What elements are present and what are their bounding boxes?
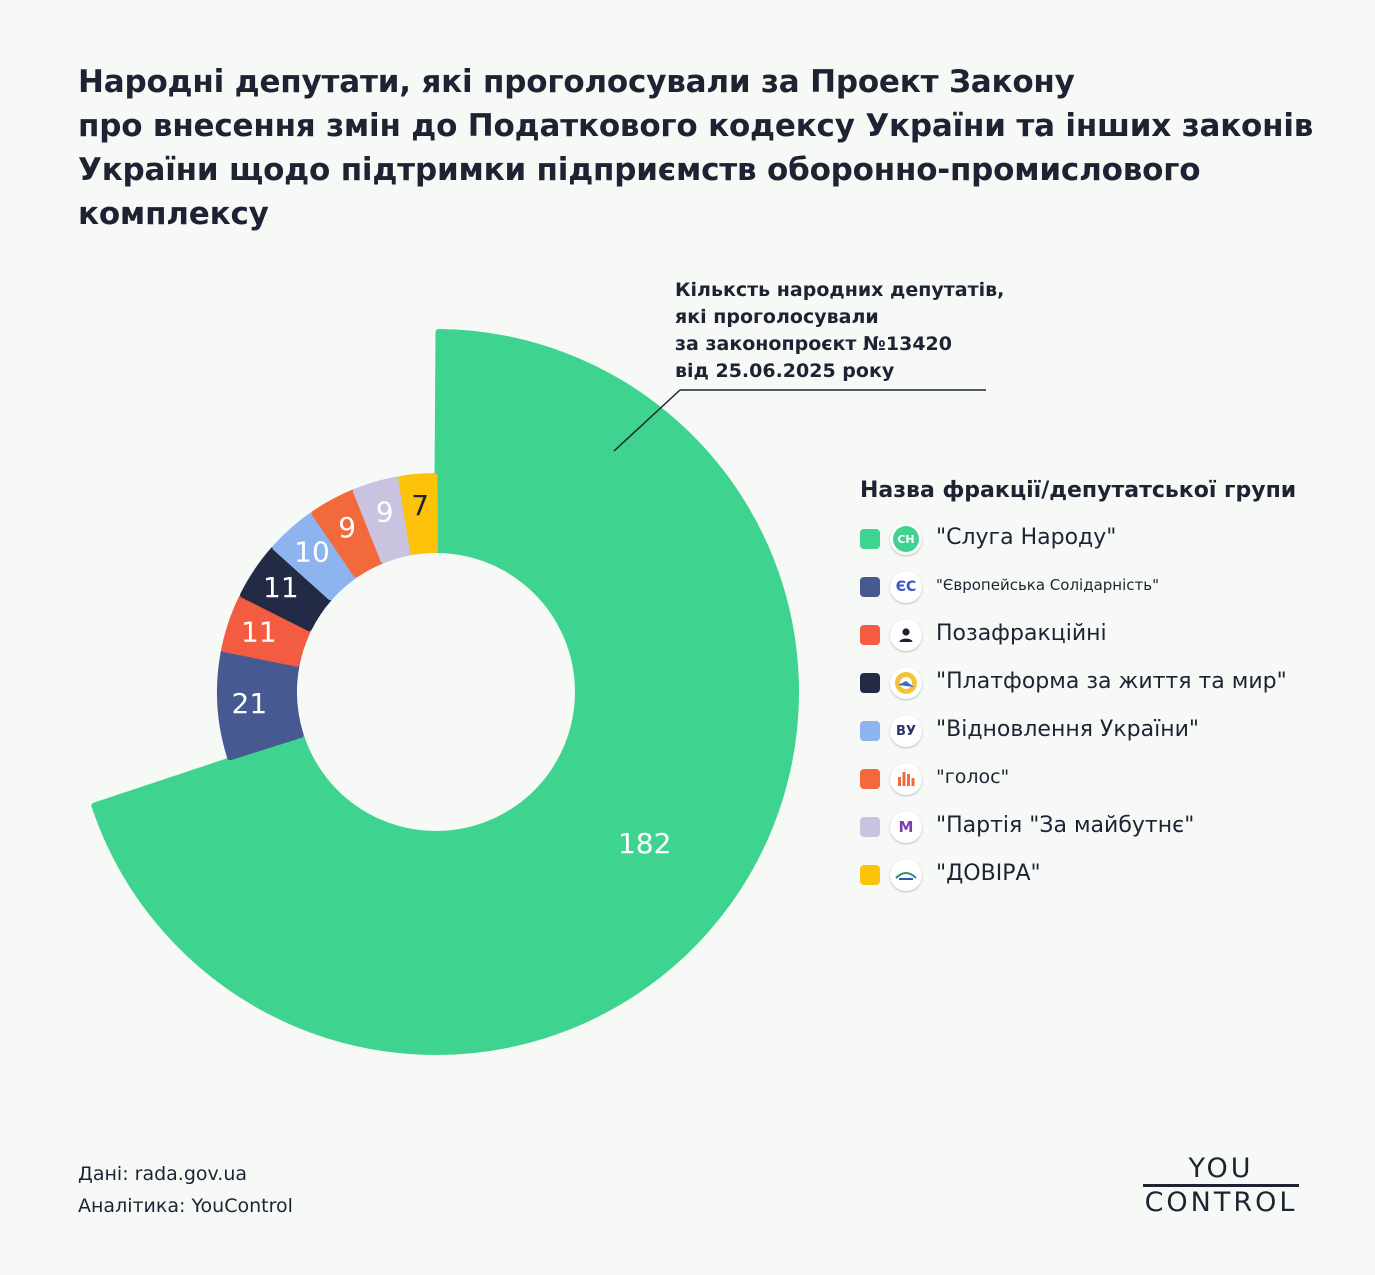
legend-item-dovira: "ДОВІРА" [860,851,1360,899]
legend-item-non-affiliated: Позафракційні [860,611,1360,659]
annotation-line: від 25.06.2025 року [675,360,895,382]
slice-data-label: 10 [294,536,330,569]
analytics-credit: Аналітика: YouControl [78,1195,293,1217]
brand-bottom-text: CONTROL [1144,1187,1298,1218]
legend-swatch [860,721,880,741]
chart-annotation: Кільксть народних депутатів, які проголо… [675,277,1004,385]
legend-item-for-the-future: М "Партія "За майбутнє" [860,803,1360,851]
legend-item-platform-for-life-and-peace: "Платформа за життя та мир" [860,659,1360,707]
footer: Дані: rada.gov.ua Аналітика: YouControl [78,1158,293,1222]
legend-item-holos: "голос" [860,755,1360,803]
slice-data-label: 9 [338,511,356,544]
slice-data-label: 9 [376,496,394,529]
annotation-line: Кільксть народних депутатів, [675,279,1005,301]
dovira-logo [890,859,922,891]
title-line: України щодо підтримки підприємств оборо… [78,152,1201,188]
slice-data-label: 21 [232,687,268,720]
for-the-future-logo: М [890,811,922,843]
legend-swatch [860,817,880,837]
chart-title: Народні депутати, які проголосували за П… [78,60,1318,236]
servant-of-the-people-logo: СН [890,523,922,555]
legend-swatch [860,529,880,549]
donut-slice [398,473,439,555]
logo-text: ВУ [896,723,916,739]
brand-divider [1143,1184,1299,1187]
legend-title: Назва фракції/депутатської групи [860,478,1297,503]
annotation-line: за законопроєкт №13420 [675,333,952,355]
legend-label: "Відновлення України" [936,717,1199,742]
european-solidarity-logo: ЄС [890,571,922,603]
legend: Назва фракції/депутатської групи СН "Слу… [860,478,1360,899]
title-line: про внесення змін до Податкового кодексу… [78,108,1314,144]
slice-data-label: 7 [411,489,429,522]
legend-label: Позафракційні [936,621,1107,646]
logo-text: ЄС [895,579,917,595]
legend-item-servant-of-the-people: СН "Слуга Народу" [860,515,1360,563]
legend-swatch [860,625,880,645]
annotation-pointer-line [613,389,681,452]
legend-label: "Європейська Солідарність" [936,576,1159,594]
legend-label: "Слуга Народу" [936,525,1117,550]
data-source: Дані: rada.gov.ua [78,1163,248,1185]
legend-swatch [860,865,880,885]
legend-swatch [860,577,880,597]
logo-text: СН [893,526,919,552]
youcontrol-logo: YOU CONTROL [1143,1155,1299,1217]
legend-item-european-solidarity: ЄС "Європейська Солідарність" [860,563,1360,611]
donut-slices [91,329,799,1055]
legend-label: "ДОВІРА" [936,861,1041,886]
legend-item-restoration-of-ukraine: ВУ "Відновлення України" [860,707,1360,755]
title-line: Народні депутати, які проголосували за П… [78,64,1075,100]
person-icon [890,619,922,651]
logo-text: М [898,818,914,836]
legend-label: "Платформа за життя та мир" [936,669,1287,694]
legend-label: "Партія "За майбутнє" [936,813,1195,838]
legend-swatch [860,673,880,693]
brand-top-text: YOU [1188,1153,1254,1184]
annotation-line: які проголосували [675,306,879,328]
title-line: комплексу [78,196,269,232]
slice-data-label: 11 [263,571,299,604]
legend-swatch [860,769,880,789]
slice-data-label: 11 [241,616,277,649]
donut-slice [91,329,799,1055]
holos-logo [890,763,922,795]
platform-for-life-and-peace-logo [890,667,922,699]
legend-label: "голос" [936,766,1010,788]
slice-data-label: 182 [618,827,671,860]
restoration-of-ukraine-logo: ВУ [890,715,922,747]
